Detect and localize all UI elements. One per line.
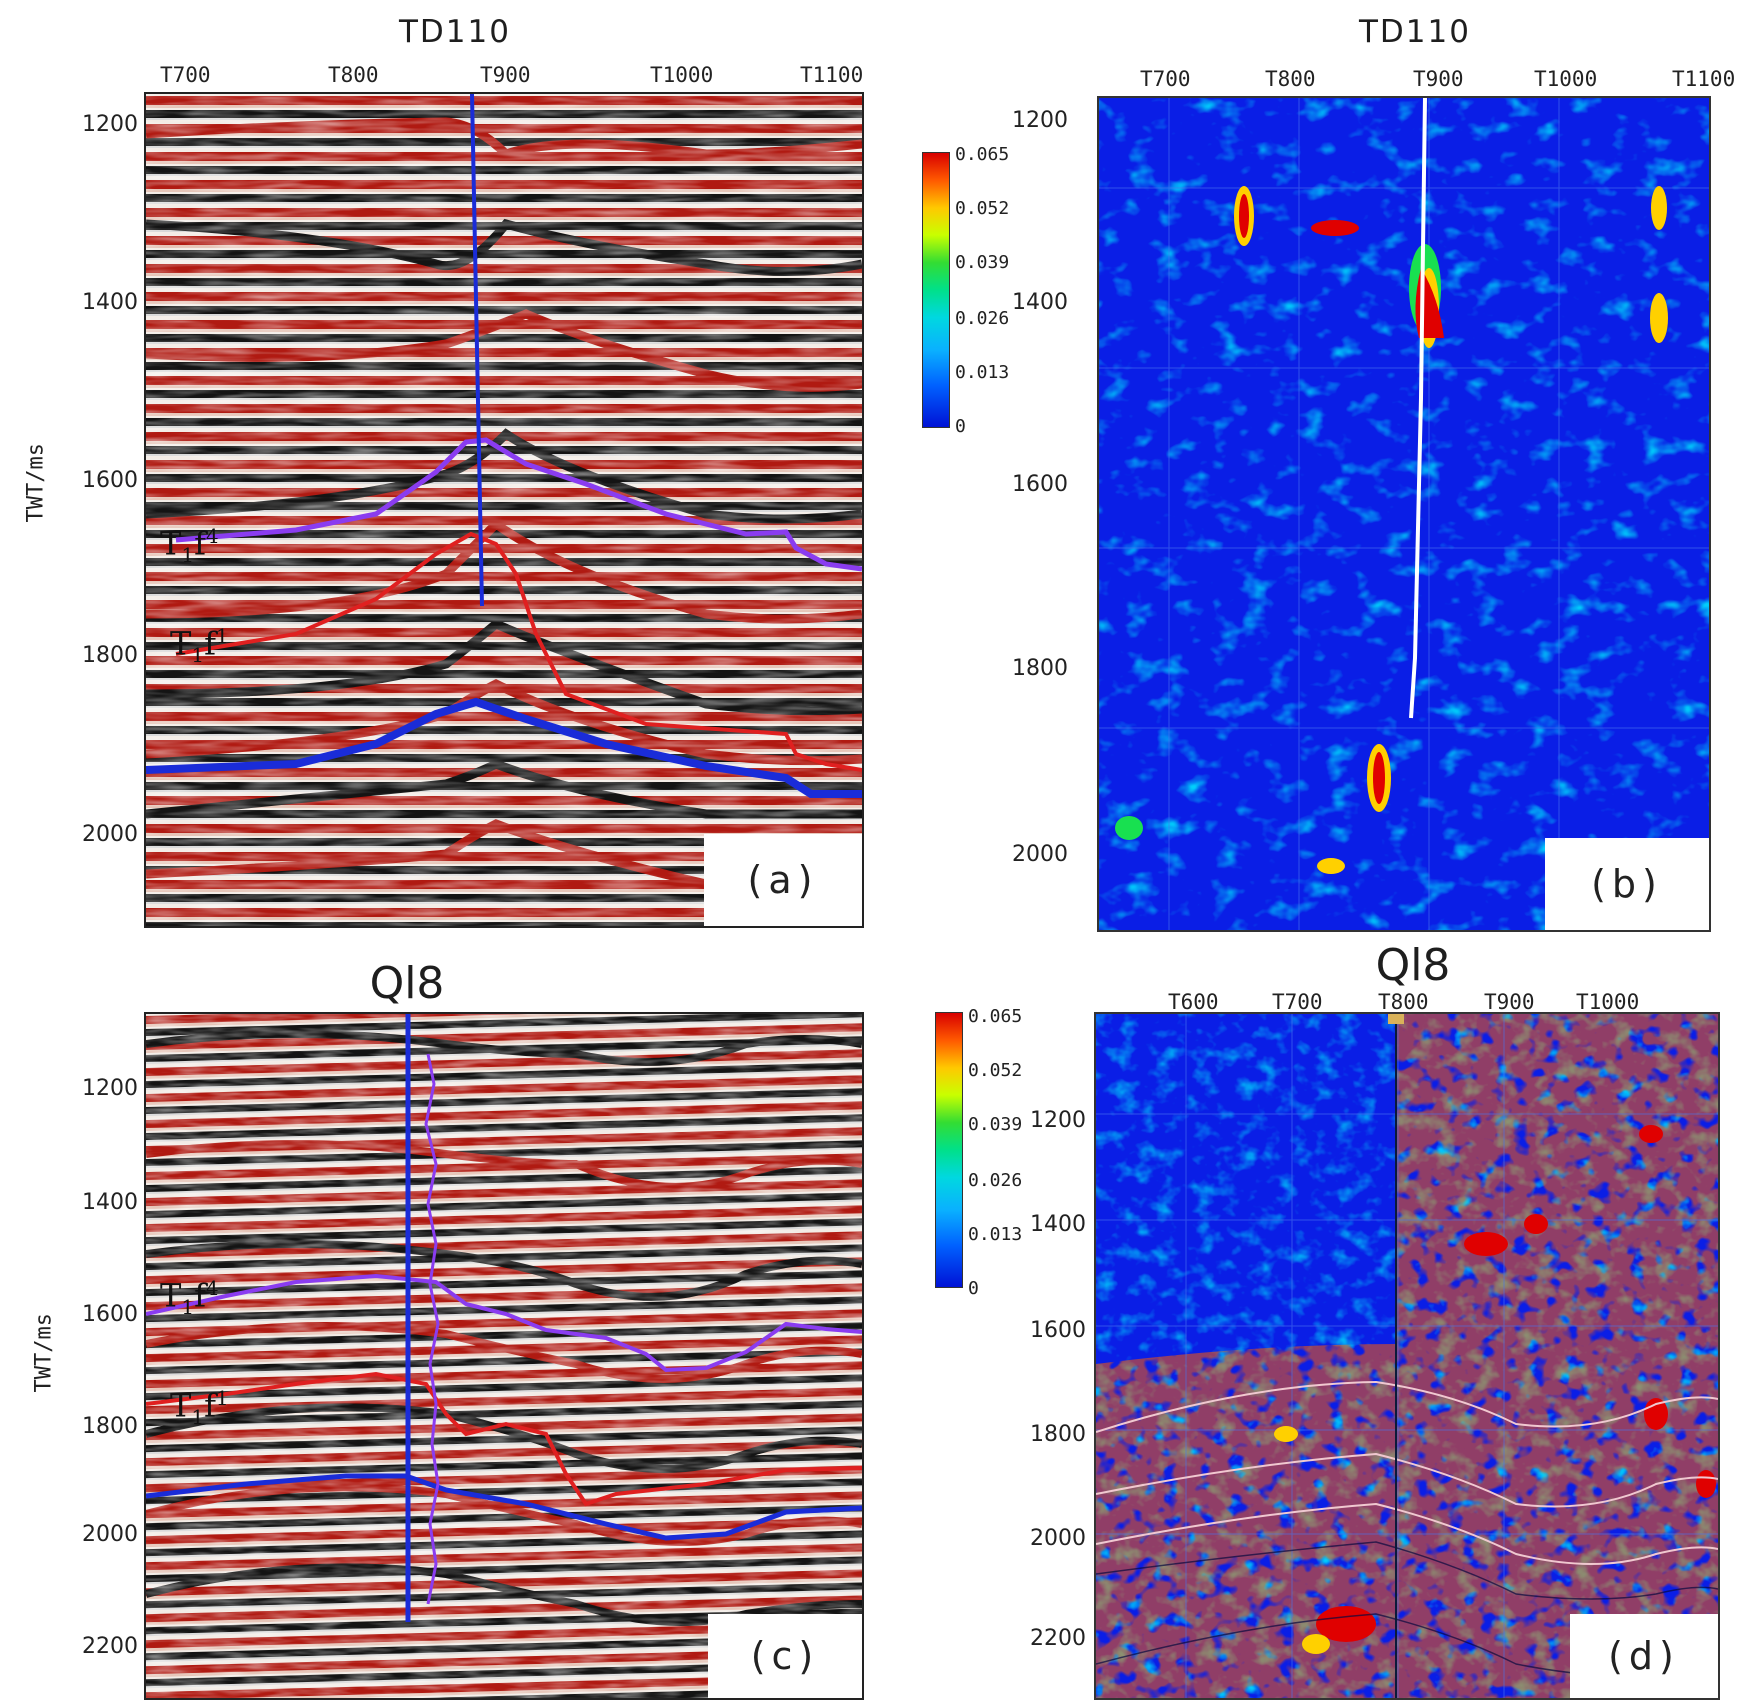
panel-a-horizon-basal [146,697,862,798]
panel-a-xtick-2: T800 [328,63,379,87]
panel-d-ytick-2: 1400 [1030,1212,1086,1237]
panel-d-ytick-1: 1200 [1030,1108,1086,1133]
colorbar-bottom-tick-4: 0.026 [968,1170,1023,1191]
panel-a-xtick-5: T1100 [800,63,864,87]
colorbar-top-tick-4: 0.026 [955,308,1010,329]
panel-c-horizon-lower [146,1371,862,1507]
panel-c-label: (c) [708,1614,862,1698]
colorbar-top-tick-6: 0 [955,416,966,437]
panel-a-reflector-stack [146,94,862,926]
panel-d-title: Ql8 [1375,940,1451,991]
panel-d-xtick-5: T1000 [1576,990,1640,1014]
panel-c-seismic: T1f4 T1f1 (c) [144,1012,864,1700]
panel-a-label: (a) [704,834,862,926]
panel-d-ytick-4: 1800 [1030,1422,1086,1447]
colorbar-top-tick-5: 0.013 [955,362,1010,383]
panel-b-ytick-4: 1800 [1012,656,1068,681]
panel-a-ytick-4: 1800 [82,643,138,668]
panel-a-seismic-svg [146,94,862,926]
panel-d-ytick-6: 2200 [1030,1626,1086,1651]
panel-c-horizon-basal [146,1473,862,1541]
colorbar-bottom-tick-3: 0.039 [968,1114,1023,1135]
panel-c-reflector-stack [146,1014,862,1698]
panel-c-horizon-upper [146,1273,862,1373]
panel-a-ytick-2: 1400 [82,290,138,315]
panel-b-xtick-5: T1100 [1672,67,1736,91]
colorbar-top-tick-1: 0.065 [955,144,1010,165]
colorbar-bottom-tick-1: 0.065 [968,1006,1023,1027]
panel-a-ytick-5: 2000 [82,822,138,847]
panel-a-horizon-lower [175,531,862,772]
panel-a-xtick-4: T1000 [650,63,714,87]
panel-c-ylabel: TWT/ms [31,1313,57,1393]
panel-a-well-trajectory [470,94,484,607]
panel-b-label: (b) [1545,838,1709,930]
panel-b-xtick-2: T800 [1265,67,1316,91]
panel-b-title: TD110 [1359,14,1471,50]
panel-b-xtick-3: T900 [1413,67,1464,91]
panel-c-well-log [424,1053,440,1605]
panel-a-ytick-3: 1600 [82,468,138,493]
colorbar-top-tick-3: 0.039 [955,252,1010,273]
panel-b-ytick-3: 1600 [1012,472,1068,497]
panel-a-xtick-3: T900 [480,63,531,87]
panel-b-ytick-5: 2000 [1012,842,1068,867]
panel-b-grid [1099,98,1709,930]
panel-c-ytick-5: 2000 [82,1522,138,1547]
panel-c-ytick-4: 1800 [82,1414,138,1439]
panel-c-ytick-2: 1400 [82,1190,138,1215]
panel-a-seismic: T1f4 T1f1 (a) [144,92,864,928]
panel-c-ytick-3: 1600 [82,1302,138,1327]
panel-b-ytick-2: 1400 [1012,290,1068,315]
panel-d-ytick-5: 2000 [1030,1526,1086,1551]
panel-b-well-trajectory [1409,98,1427,719]
panel-b-xtick-4: T1000 [1534,67,1598,91]
panel-d-xtick-2: T700 [1272,990,1323,1014]
panel-b-attribute-svg [1099,98,1709,930]
panel-b-anomalies [1115,186,1668,874]
panel-c-horizon-upper-label: T1f4 [160,1276,219,1320]
colorbar-top [922,152,950,428]
panel-c-ytick-1: 1200 [82,1076,138,1101]
panel-d-horizons [1096,1380,1718,1565]
panel-c-horizon-lower-label: T1f1 [170,1386,229,1430]
colorbar-top-tick-2: 0.052 [955,198,1010,219]
panel-c-seismic-svg [146,1014,862,1698]
panel-d-xtick-4: T900 [1484,990,1535,1014]
panel-d-ytick-3: 1600 [1030,1318,1086,1343]
panel-b-ytick-1: 1200 [1012,108,1068,133]
panel-b-attribute: (b) [1097,96,1711,932]
panel-a-horizon-lower-label: T1f1 [170,624,229,668]
panel-a-horizon-upper-label: T1f4 [160,524,219,568]
panel-a-title: TD110 [399,14,511,50]
panel-d-label: (d) [1570,1614,1718,1698]
colorbar-bottom [935,1012,963,1288]
panel-a-horizon-upper [175,437,862,572]
panel-c-title: Ql8 [369,958,445,1009]
panel-d-grid [1096,1014,1718,1698]
panel-a-xtick-1: T700 [160,63,211,87]
panel-b-xtick-1: T700 [1140,67,1191,91]
colorbar-bottom-tick-2: 0.052 [968,1060,1023,1081]
panel-a-ytick-1: 1200 [82,112,138,137]
panel-d-xtick-3: T800 [1378,990,1429,1014]
panel-a-ylabel: TWT/ms [23,443,49,523]
panel-d-xtick-1: T600 [1168,990,1219,1014]
colorbar-bottom-tick-6: 0 [968,1278,979,1299]
panel-d-attribute: (d) [1094,1012,1720,1700]
panel-d-attribute-svg [1096,1014,1718,1698]
panel-c-ytick-6: 2200 [82,1634,138,1659]
colorbar-bottom-tick-5: 0.013 [968,1224,1023,1245]
